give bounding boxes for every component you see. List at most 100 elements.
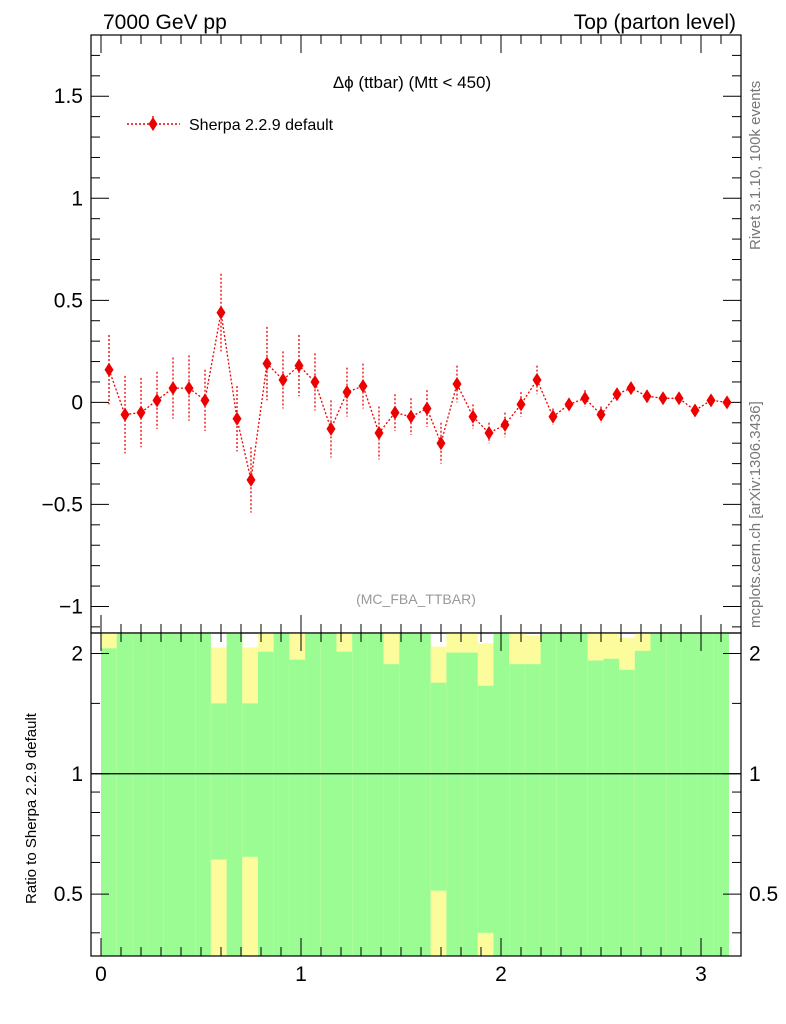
- ratio-panel: 0.5 0.5 1 1 2 2 0 1 2 3: [54, 632, 778, 986]
- data-point-marker: [674, 391, 684, 406]
- mcplots-label: mcplots.cern.ch [arXiv:1306.3436]: [747, 401, 764, 628]
- data-point-marker: [484, 425, 494, 440]
- ratio-inner-band-bin: [462, 652, 478, 956]
- ratio-inner-band-bin: [446, 652, 463, 956]
- ratio-inner-band-bin: [540, 633, 557, 956]
- ratio-inner-band-bin: [619, 669, 635, 956]
- data-point-marker: [706, 393, 716, 408]
- data-point-marker: [642, 389, 652, 404]
- ratio-inner-band-bin: [305, 633, 321, 956]
- x-tick-label: 3: [695, 963, 707, 986]
- ratio-y-tick-label: 1: [71, 763, 83, 786]
- main-series-group: [104, 273, 732, 513]
- data-point-marker: [612, 387, 622, 402]
- data-point-marker: [452, 377, 462, 392]
- ratio-y-tick-label-right: 0.5: [749, 883, 778, 906]
- ratio-inner-band-bin: [320, 633, 337, 956]
- ratio-inner-band-bin: [509, 664, 525, 956]
- ratio-inner-band-bin: [383, 664, 400, 956]
- ratio-inner-band-bin: [226, 633, 243, 956]
- data-point-marker: [374, 425, 384, 440]
- data-point-marker: [516, 397, 526, 412]
- data-point-marker: [500, 417, 510, 432]
- rivet-label: Rivet 3.1.10, 100k events: [747, 81, 764, 250]
- ratio-inner-band-bin: [195, 633, 211, 956]
- data-point-marker: [422, 401, 432, 416]
- main-y-tick-label: 1: [71, 187, 83, 210]
- ratio-inner-band-bin: [587, 660, 604, 956]
- ratio-inner-band-bin: [179, 633, 196, 956]
- data-point-marker: [596, 407, 606, 422]
- data-point-marker: [232, 411, 242, 426]
- ratio-inner-band-bin: [352, 633, 368, 956]
- x-tick-label: 0: [95, 963, 107, 986]
- series-line: [108, 312, 728, 481]
- data-point-marker: [390, 405, 400, 420]
- data-point-marker: [136, 405, 146, 420]
- ratio-inner-band-bin: [556, 633, 572, 956]
- legend: Sherpa 2.2.9 default: [127, 116, 334, 134]
- ratio-inner-band-bin: [572, 633, 588, 956]
- x-tick-label: 1: [295, 963, 307, 986]
- ratio-inner-band-bin: [210, 703, 227, 860]
- ratio-inner-band-bin: [399, 633, 415, 956]
- ratio-inner-band-bin: [148, 633, 164, 956]
- legend-label: Sherpa 2.2.9 default: [189, 117, 334, 134]
- data-point-marker: [278, 372, 288, 387]
- main-y-tick-label: −0.5: [42, 493, 83, 516]
- ratio-y-tick-label: 2: [71, 642, 83, 665]
- ratio-frame: [90, 632, 742, 957]
- data-point-marker: [722, 395, 732, 410]
- ratio-inner-band-bin: [163, 633, 180, 956]
- ratio-inner-band-bin: [681, 633, 698, 956]
- data-point-marker: [200, 393, 210, 408]
- ratio-inner-band-bin: [650, 633, 667, 956]
- ratio-inner-band-bin: [493, 633, 510, 956]
- data-point-marker: [152, 393, 162, 408]
- data-point-marker: [690, 403, 700, 418]
- ratio-inner-band-bin: [666, 633, 682, 956]
- data-point-marker: [184, 381, 194, 396]
- ratio-inner-band-bin: [336, 651, 353, 956]
- data-point-marker: [326, 421, 336, 436]
- data-point-marker: [104, 362, 114, 377]
- data-point-marker: [342, 385, 352, 400]
- ratio-inner-band-bin: [415, 633, 431, 956]
- ratio-inner-band-bin: [132, 633, 149, 956]
- ratio-inner-band-bin: [713, 633, 729, 956]
- ratio-inner-band-bin: [603, 658, 620, 956]
- data-point-marker: [406, 409, 416, 424]
- main-y-tick-label: −1: [59, 595, 83, 618]
- ratio-inner-band-bin: [116, 633, 133, 956]
- data-point-marker: [468, 409, 478, 424]
- ratio-inner-band-bin: [367, 633, 384, 956]
- x-tick-label: 2: [495, 963, 507, 986]
- ratio-y-tick-label-right: 2: [749, 642, 761, 665]
- ratio-y-tick-label: 0.5: [54, 883, 83, 906]
- data-point-marker: [626, 381, 636, 396]
- data-point-marker: [548, 409, 558, 424]
- ratio-inner-band-bin: [634, 650, 651, 956]
- data-point-marker: [216, 305, 226, 320]
- ratio-inner-band-bin: [477, 685, 494, 933]
- analysis-annotation: (MC_FBA_TTBAR): [356, 591, 476, 607]
- main-panel: −1 −0.5 0 0.5 1 1.5: [42, 34, 742, 634]
- data-point-marker: [580, 391, 590, 406]
- data-point-marker: [564, 397, 574, 412]
- ratio-inner-band-bin: [273, 633, 290, 956]
- legend-marker-diamond: [148, 117, 158, 131]
- data-point-marker: [120, 407, 130, 422]
- header-left: 7000 GeV pp: [103, 11, 227, 34]
- ratio-inner-band-bin: [258, 651, 274, 956]
- ratio-y-axis-label: Ratio to Sherpa 2.2.9 default: [23, 712, 40, 904]
- ratio-inner-band-bin: [430, 682, 447, 891]
- data-point-marker: [168, 381, 178, 396]
- data-point-marker: [532, 372, 542, 387]
- ratio-inner-band-bin: [524, 664, 541, 956]
- chart-title: Δϕ (ttbar) (Mtt < 450): [333, 73, 491, 92]
- ratio-y-tick-label-right: 1: [749, 763, 761, 786]
- data-point-marker: [294, 358, 304, 373]
- main-y-tick-label: 1.5: [54, 85, 83, 108]
